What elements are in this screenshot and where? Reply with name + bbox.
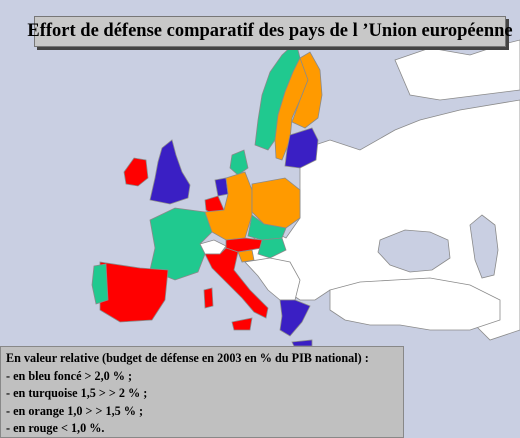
united-kingdom: [149, 139, 191, 205]
turkey: [329, 277, 501, 331]
legend: En valeur relative (budget de défense en…: [0, 346, 404, 438]
sardinia: [203, 287, 214, 309]
denmark: [229, 149, 249, 176]
black-sea: [377, 229, 451, 273]
ireland: [123, 157, 149, 187]
baltic-states: [284, 127, 319, 169]
portugal: [91, 263, 109, 305]
greece: [279, 299, 311, 337]
map-title: Effort de défense comparatif des pays de…: [27, 21, 513, 41]
legend-heading: En valeur relative (budget de défense en…: [6, 351, 369, 365]
hungary: [257, 237, 287, 259]
legend-item-dark-blue: - en bleu foncé > 2,0 % ;: [6, 368, 133, 383]
slovenia: [237, 249, 255, 263]
finland: [291, 51, 323, 129]
caspian-sea: [469, 214, 499, 279]
legend-item-red: - en rouge < 1,0 %.: [6, 421, 105, 435]
sicily: [231, 317, 253, 331]
legend-item-turquoise: - en turquoise 1,5 > > 2 % ;: [6, 386, 148, 400]
italy: [204, 247, 269, 319]
iceland-north: [394, 39, 520, 101]
legend-item-orange: - en orange 1,0 > > 1,5 % ;: [6, 403, 144, 418]
poland: [251, 177, 301, 229]
title-box: Effort de défense comparatif des pays de…: [27, 16, 513, 47]
